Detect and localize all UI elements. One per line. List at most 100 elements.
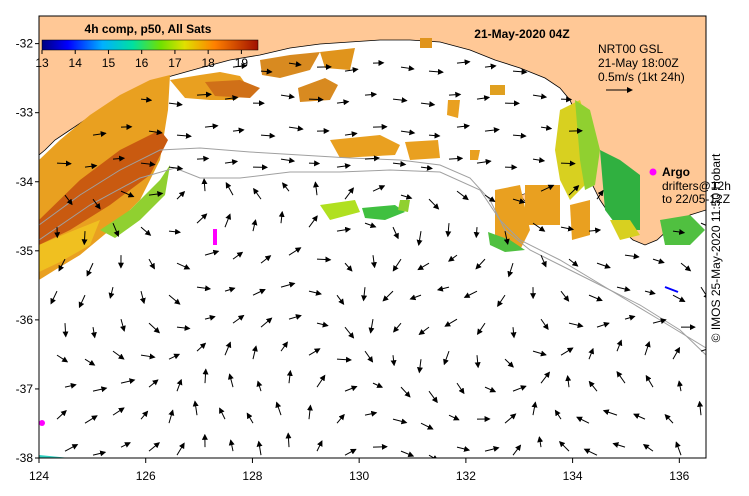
current-arrow: [504, 358, 514, 368]
current-arrow: [558, 440, 570, 452]
current-arrow: [420, 101, 436, 108]
current-arrow: [112, 222, 120, 237]
current-arrow: [148, 379, 159, 388]
current-arrow: [246, 412, 254, 424]
current-arrow: [680, 262, 692, 272]
current-arrow: [92, 198, 101, 210]
current-arrow: [168, 409, 175, 424]
current-arrow: [420, 422, 434, 430]
current-arrow: [540, 254, 547, 268]
current-legend-source: NRT00 GSL: [598, 42, 663, 56]
x-axis: 124 126 128 130 132 134 136: [29, 458, 690, 483]
current-arrow: [512, 132, 527, 139]
current-arrow: [475, 258, 486, 270]
current-arrow: [428, 132, 441, 139]
current-arrow: [392, 160, 407, 167]
current-arrow: [602, 409, 618, 416]
x-tick-label: 134: [563, 469, 583, 483]
current-arrow: [316, 374, 326, 388]
colorbar-tick-label: 18: [201, 56, 215, 70]
current-arrow: [512, 385, 527, 392]
current-arrow: [456, 59, 471, 66]
current-arrow: [120, 378, 136, 385]
current-arrow: [308, 348, 321, 356]
x-tick-label: 132: [456, 469, 476, 483]
current-arrow: [344, 448, 357, 456]
current-arrow: [672, 346, 681, 360]
current-arrow: [252, 288, 266, 296]
current-arrow: [81, 231, 88, 246]
current-arrow: [392, 418, 408, 425]
current-arrow: [576, 416, 590, 424]
current-arrow: [560, 290, 570, 302]
current-arrow: [316, 256, 332, 263]
current-arrow: [56, 160, 72, 167]
current-arrow: [344, 262, 353, 272]
current-vectors: [50, 59, 706, 458]
current-arrow: [537, 436, 544, 448]
current-arrow: [400, 386, 411, 398]
current-arrow: [444, 318, 458, 327]
current-arrow: [540, 371, 551, 384]
current-arrow: [196, 213, 208, 224]
current-arrow: [224, 213, 232, 228]
current-arrow: [62, 323, 69, 338]
colorbar: 4h comp, p50, All Sats 13 14 15 16 17 18 19: [35, 22, 259, 70]
argo-legend-drifters: drifters@12h: [662, 179, 731, 193]
current-arrow: [596, 189, 604, 200]
current-arrow: [90, 327, 97, 339]
argo-legend-label: Argo: [662, 165, 690, 179]
current-arrow: [168, 101, 183, 108]
current-arrow: [112, 407, 125, 416]
current-arrow: [316, 321, 329, 328]
current-arrow: [672, 229, 686, 235]
argo-floats: [39, 229, 679, 426]
colorbar-gradient: [41, 39, 259, 51]
current-arrow: [50, 290, 58, 305]
current-arrow: [232, 314, 245, 324]
y-tick-label: -38: [16, 451, 34, 465]
current-arrow: [251, 219, 258, 232]
current-arrow: [596, 262, 611, 269]
current-arrow: [344, 131, 358, 138]
current-arrow: [168, 228, 181, 235]
current-arrow: [568, 258, 579, 267]
current-arrow: [286, 369, 293, 384]
current-arrow: [140, 96, 153, 103]
current-arrow: [344, 67, 359, 73]
current-arrow: [677, 380, 683, 392]
colorbar-tick-label: 15: [102, 56, 116, 70]
current-arrow: [168, 165, 184, 172]
current-arrow: [336, 99, 350, 106]
current-arrow: [616, 370, 626, 384]
current-arrow: [84, 415, 98, 424]
current-arrow: [232, 63, 248, 70]
current-arrow: [84, 163, 98, 170]
current-arrow: [612, 442, 626, 448]
current-arrow: [474, 355, 481, 369]
current-arrow: [409, 294, 422, 301]
current-arrow: [78, 294, 86, 309]
current-arrow: [392, 226, 399, 240]
current-arrow: [531, 401, 538, 416]
current-arrow: [364, 91, 378, 98]
current-arrow: [84, 358, 96, 366]
current-arrow: [400, 129, 416, 136]
current-arrow: [140, 226, 152, 236]
current-arrow: [308, 215, 318, 228]
current-arrow: [64, 382, 77, 389]
colorbar-title: 4h comp, p50, All Sats: [85, 22, 212, 36]
x-tick-label: 126: [136, 469, 156, 483]
current-arrow: [420, 164, 433, 171]
current-arrow: [418, 326, 430, 336]
current-arrow: [428, 68, 444, 75]
current-arrow: [176, 442, 185, 456]
current-arrow: [232, 127, 245, 134]
current-arrow: [176, 378, 183, 392]
current-arrow: [196, 91, 212, 98]
current-arrow: [484, 63, 497, 70]
current-arrow: [390, 355, 397, 367]
current-arrow: [456, 382, 465, 395]
current-arrow: [196, 285, 212, 292]
current-arrow: [697, 400, 704, 416]
